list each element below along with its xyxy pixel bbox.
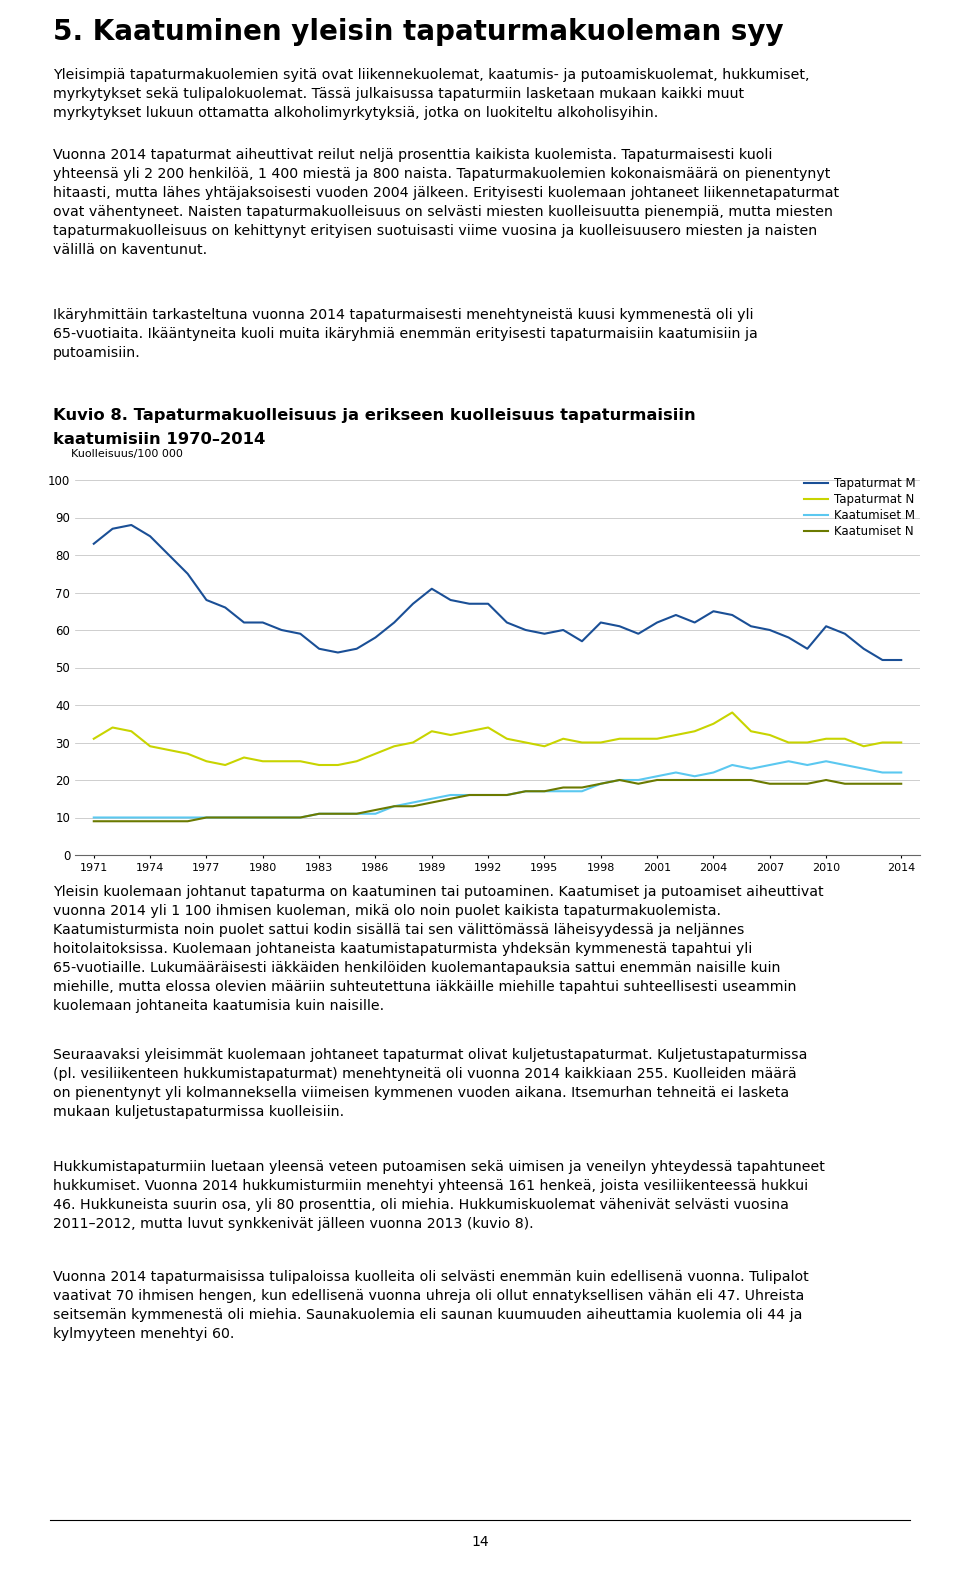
- Text: Ikäryhmittäin tarkasteltuna vuonna 2014 tapaturmaisesti menehtyneistä kuusi kymm: Ikäryhmittäin tarkasteltuna vuonna 2014 …: [53, 308, 757, 360]
- Text: Vuonna 2014 tapaturmaisissa tulipaloissa kuolleita oli selvästi enemmän kuin ede: Vuonna 2014 tapaturmaisissa tulipaloissa…: [53, 1270, 808, 1341]
- Text: kaatumisiin 1970–2014: kaatumisiin 1970–2014: [53, 432, 265, 446]
- Text: Seuraavaksi yleisimmät kuolemaan johtaneet tapaturmat olivat kuljetustapaturmat.: Seuraavaksi yleisimmät kuolemaan johtane…: [53, 1049, 807, 1119]
- Text: 14: 14: [471, 1534, 489, 1548]
- Text: Kuolleisuus/100 000: Kuolleisuus/100 000: [71, 450, 182, 459]
- Text: Vuonna 2014 tapaturmat aiheuttivat reilut neljä prosenttia kaikista kuolemista. : Vuonna 2014 tapaturmat aiheuttivat reilu…: [53, 148, 839, 256]
- Text: Yleisimpiä tapaturmakuolemien syitä ovat liikennekuolemat, kaatumis- ja putoamis: Yleisimpiä tapaturmakuolemien syitä ovat…: [53, 68, 809, 119]
- Text: 5. Kaatuminen yleisin tapaturmakuoleman syy: 5. Kaatuminen yleisin tapaturmakuoleman …: [53, 17, 783, 46]
- Legend: Tapaturmat M, Tapaturmat N, Kaatumiset M, Kaatumiset N: Tapaturmat M, Tapaturmat N, Kaatumiset M…: [800, 473, 920, 542]
- Text: Yleisin kuolemaan johtanut tapaturma on kaatuminen tai putoaminen. Kaatumiset ja: Yleisin kuolemaan johtanut tapaturma on …: [53, 885, 824, 1012]
- Text: Hukkumistapaturmiin luetaan yleensä veteen putoamisen sekä uimisen ja veneilyn y: Hukkumistapaturmiin luetaan yleensä vete…: [53, 1160, 825, 1231]
- Text: Kuvio 8. Tapaturmakuolleisuus ja erikseen kuolleisuus tapaturmaisiin: Kuvio 8. Tapaturmakuolleisuus ja eriksee…: [53, 409, 696, 423]
